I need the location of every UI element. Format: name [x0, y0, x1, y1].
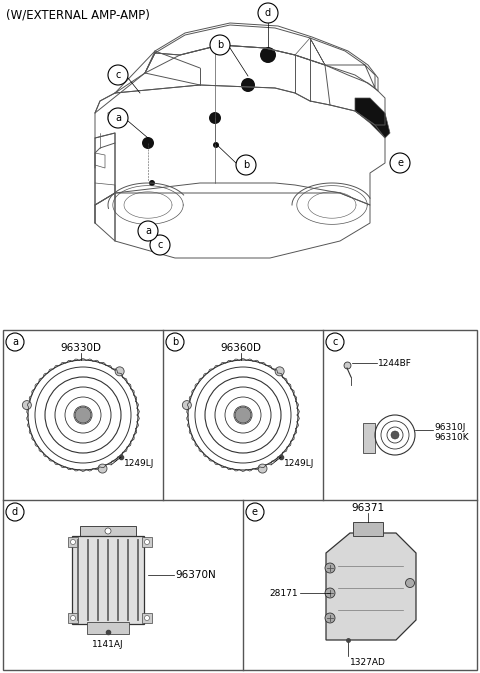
- Circle shape: [235, 407, 251, 423]
- Text: c: c: [157, 240, 163, 250]
- Circle shape: [71, 540, 75, 544]
- Text: b: b: [217, 40, 223, 50]
- Circle shape: [138, 221, 158, 241]
- Text: a: a: [12, 337, 18, 347]
- Circle shape: [236, 155, 256, 175]
- Text: c: c: [332, 337, 338, 347]
- Text: e: e: [252, 507, 258, 517]
- Circle shape: [98, 464, 107, 473]
- Text: 1249LJ: 1249LJ: [284, 459, 314, 468]
- Circle shape: [213, 142, 219, 148]
- Text: b: b: [243, 160, 249, 170]
- Circle shape: [75, 407, 91, 423]
- Circle shape: [115, 367, 124, 376]
- Text: c: c: [115, 70, 120, 80]
- Circle shape: [406, 579, 415, 588]
- Text: e: e: [397, 158, 403, 168]
- Text: a: a: [115, 113, 121, 123]
- Circle shape: [166, 333, 184, 351]
- Circle shape: [325, 563, 335, 573]
- Text: 96310K: 96310K: [434, 433, 468, 441]
- Circle shape: [23, 400, 31, 410]
- Circle shape: [182, 400, 192, 410]
- Circle shape: [142, 137, 154, 149]
- Circle shape: [71, 616, 75, 621]
- Bar: [68, 613, 78, 623]
- Bar: [142, 537, 152, 547]
- Circle shape: [325, 613, 335, 623]
- Bar: [72, 536, 144, 624]
- Circle shape: [144, 540, 149, 544]
- Bar: [353, 522, 383, 536]
- Circle shape: [246, 503, 264, 521]
- Circle shape: [6, 503, 24, 521]
- Circle shape: [260, 47, 276, 63]
- Bar: [80, 526, 136, 536]
- Circle shape: [144, 616, 149, 621]
- Circle shape: [105, 528, 111, 534]
- Circle shape: [390, 153, 410, 173]
- Circle shape: [258, 464, 267, 473]
- Bar: [363, 423, 375, 453]
- Text: a: a: [145, 226, 151, 236]
- Text: 1141AJ: 1141AJ: [92, 640, 124, 649]
- Text: 28171: 28171: [269, 588, 298, 598]
- Text: d: d: [265, 8, 271, 18]
- Text: 96370N: 96370N: [175, 570, 216, 580]
- Bar: [142, 613, 152, 623]
- Circle shape: [150, 235, 170, 255]
- Circle shape: [210, 35, 230, 55]
- Bar: [87, 622, 129, 634]
- Circle shape: [258, 3, 278, 23]
- Circle shape: [149, 180, 155, 186]
- Polygon shape: [355, 98, 390, 138]
- Bar: [3, 330, 477, 670]
- Text: 96371: 96371: [351, 503, 384, 513]
- Circle shape: [326, 333, 344, 351]
- Text: 96310J: 96310J: [434, 423, 466, 431]
- Polygon shape: [326, 533, 416, 640]
- Text: 96330D: 96330D: [60, 343, 101, 353]
- Circle shape: [325, 588, 335, 598]
- Bar: [68, 537, 78, 547]
- Circle shape: [241, 78, 255, 92]
- Text: (W/EXTERNAL AMP-AMP): (W/EXTERNAL AMP-AMP): [6, 8, 150, 21]
- Text: 1244BF: 1244BF: [378, 359, 412, 367]
- Circle shape: [209, 112, 221, 124]
- Text: 1249LJ: 1249LJ: [124, 459, 155, 468]
- Circle shape: [6, 333, 24, 351]
- Text: b: b: [172, 337, 178, 347]
- Text: 1327AD: 1327AD: [350, 658, 386, 667]
- Text: 96360D: 96360D: [220, 343, 262, 353]
- Text: d: d: [12, 507, 18, 517]
- Circle shape: [391, 431, 399, 439]
- Circle shape: [108, 108, 128, 128]
- Circle shape: [275, 367, 284, 376]
- Circle shape: [108, 65, 128, 85]
